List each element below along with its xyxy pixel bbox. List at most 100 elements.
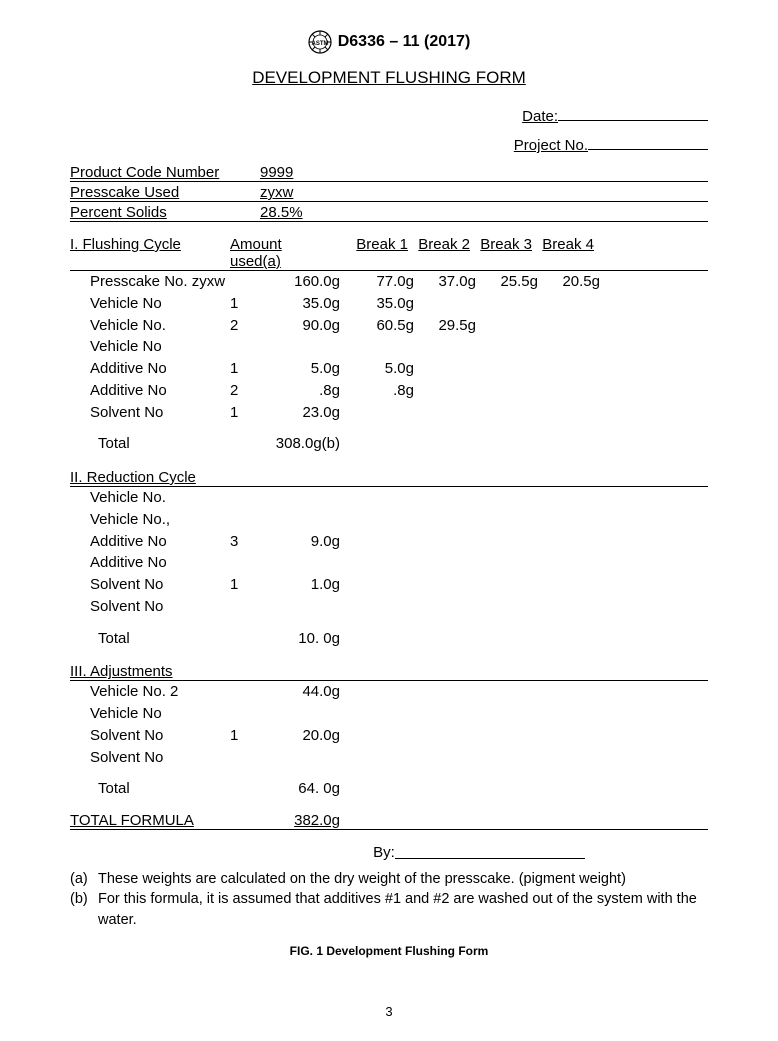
- row-label: Solvent No: [90, 725, 230, 747]
- designation-text: D6336 – 11 (2017): [338, 33, 471, 51]
- astm-logo-icon: ASTM: [308, 30, 332, 54]
- row-amount: [260, 747, 360, 769]
- row-amount: [260, 552, 360, 574]
- row-amount: 90.0g: [260, 315, 360, 337]
- product-code-row: Product Code Number 9999: [70, 164, 708, 182]
- row-label: Vehicle No: [90, 336, 230, 358]
- row-amount: .8g: [260, 380, 360, 402]
- section1-total-label: Total: [98, 433, 260, 455]
- grand-total-value: 382.0g: [260, 812, 360, 829]
- row-sublabel: [230, 681, 260, 703]
- row-label: Vehicle No. 2: [90, 681, 230, 703]
- row-sublabel: [230, 703, 260, 725]
- row-break: [546, 358, 608, 380]
- percent-solids-row: Percent Solids 28.5%: [70, 204, 708, 222]
- row-break: 5.0g: [360, 358, 422, 380]
- row-break: [546, 380, 608, 402]
- section1-title: I. Flushing Cycle: [70, 236, 230, 270]
- row-break: [484, 336, 546, 358]
- row-break: [484, 293, 546, 315]
- table-row: Solvent No: [70, 596, 708, 618]
- row-break: [484, 358, 546, 380]
- row-label: Additive No: [90, 358, 230, 380]
- row-label: Solvent No: [90, 574, 230, 596]
- project-blank-line: [588, 135, 708, 150]
- table-row: Vehicle No. 2 44.0g: [70, 681, 708, 703]
- table-row: Additive No: [70, 552, 708, 574]
- row-break: 37.0g: [422, 271, 484, 293]
- project-row: Project No.: [70, 135, 708, 154]
- note-a-text: These weights are calculated on the dry …: [98, 869, 708, 889]
- presscake-label: Presscake Used: [70, 184, 260, 201]
- row-amount: 9.0g: [260, 531, 360, 553]
- row-break: 77.0g: [360, 271, 422, 293]
- row-sublabel: [230, 509, 260, 531]
- row-amount: 44.0g: [260, 681, 360, 703]
- break2-header: Break 2: [416, 236, 478, 270]
- row-sublabel: 1: [230, 725, 260, 747]
- row-sublabel: 1: [230, 574, 260, 596]
- row-break: [422, 336, 484, 358]
- table-row: Additive No2.8g.8g: [70, 380, 708, 402]
- grand-total-label: TOTAL FORMULA: [70, 812, 260, 829]
- page-number: 3: [385, 1004, 392, 1019]
- table-row: Solvent No11.0g: [70, 574, 708, 596]
- row-label: Vehicle No.: [90, 315, 230, 337]
- section3-header: III. Adjustments: [70, 663, 708, 681]
- form-title: DEVELOPMENT FLUSHING FORM: [70, 68, 708, 88]
- row-amount: [260, 703, 360, 725]
- section2-total-value: 10. 0g: [260, 628, 360, 650]
- row-break: [422, 380, 484, 402]
- row-break: 25.5g: [484, 271, 546, 293]
- table-row: Vehicle No: [70, 703, 708, 725]
- section3-total-value: 64. 0g: [260, 778, 360, 800]
- presscake-value: zyxw: [260, 184, 293, 201]
- product-code-label: Product Code Number: [70, 164, 260, 181]
- row-sublabel: 2: [230, 380, 260, 402]
- table-row: Solvent No: [70, 747, 708, 769]
- percent-solids-label: Percent Solids: [70, 204, 260, 221]
- row-break: 60.5g: [360, 315, 422, 337]
- row-sublabel: [230, 271, 260, 293]
- table-row: Additive No15.0g5.0g: [70, 358, 708, 380]
- break4-header: Break 4: [540, 236, 602, 270]
- break3-header: Break 3: [478, 236, 540, 270]
- row-sublabel: 2: [230, 315, 260, 337]
- row-break: [546, 293, 608, 315]
- row-label: Vehicle No.: [90, 487, 230, 509]
- date-label: Date:: [522, 108, 558, 125]
- table-row: Solvent No123.0g: [70, 402, 708, 424]
- row-break: [422, 358, 484, 380]
- row-amount: 20.0g: [260, 725, 360, 747]
- presscake-row: Presscake Used zyxw: [70, 184, 708, 202]
- table-row: Vehicle No: [70, 336, 708, 358]
- row-break: .8g: [360, 380, 422, 402]
- row-break: 35.0g: [360, 293, 422, 315]
- table-row: Solvent No120.0g: [70, 725, 708, 747]
- section2-total: Total 10. 0g: [70, 628, 708, 650]
- row-break: 29.5g: [422, 315, 484, 337]
- grand-total-row: TOTAL FORMULA 382.0g: [70, 812, 708, 830]
- row-amount: 23.0g: [260, 402, 360, 424]
- row-sublabel: 1: [230, 358, 260, 380]
- row-label: Presscake No. zyxw: [90, 271, 230, 293]
- row-label: Vehicle No: [90, 703, 230, 725]
- row-label: Additive No: [90, 552, 230, 574]
- row-amount: [260, 596, 360, 618]
- table-row: Vehicle No.,: [70, 509, 708, 531]
- row-break: [546, 336, 608, 358]
- row-sublabel: 3: [230, 531, 260, 553]
- by-row: By:: [70, 844, 708, 861]
- figure-caption: FIG. 1 Development Flushing Form: [70, 944, 708, 958]
- row-amount: 1.0g: [260, 574, 360, 596]
- row-amount: 160.0g: [260, 271, 360, 293]
- note-a: (a) These weights are calculated on the …: [70, 869, 708, 889]
- svg-text:ASTM: ASTM: [311, 41, 328, 47]
- row-break: [546, 315, 608, 337]
- row-break: [422, 402, 484, 424]
- row-sublabel: [230, 552, 260, 574]
- section3-total-label: Total: [98, 778, 260, 800]
- break1-header: Break 1: [354, 236, 416, 270]
- section1-total: Total 308.0g(b): [70, 433, 708, 455]
- amount-header: Amount used(a): [230, 236, 330, 270]
